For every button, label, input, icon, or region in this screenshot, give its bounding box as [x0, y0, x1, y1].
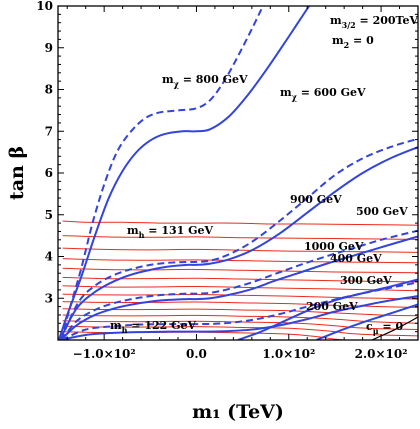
annotation-layer: m3/2 = 200TeV m2 = 0 mχ = 800 GeV mχ = 6… — [110, 14, 418, 336]
label-400: 400 GeV — [330, 252, 382, 265]
y-tick-label-1: 4 — [45, 250, 53, 264]
tick-layer: −1.0×10² 0.0 1.0×10² 2.0×10² 3 4 5 6 7 8 9 10 — [36, 0, 419, 361]
y-tick-label-2: 5 — [45, 208, 53, 222]
chargino-contour-7 — [316, 303, 418, 340]
label-200: 200 GeV — [306, 300, 358, 313]
y-tick-label-6: 9 — [45, 41, 53, 55]
annotation-m2: m2 = 0 — [332, 34, 374, 50]
x-tick-label-3: 2.0×10² — [355, 347, 408, 361]
x-tick-label-0: −1.0×10² — [73, 347, 136, 361]
y-tick-label-4: 7 — [45, 124, 53, 138]
y-tick-label-0: 3 — [45, 291, 53, 305]
y-tick-label-3: 6 — [45, 166, 53, 180]
higgs-mass-contour-3 — [62, 258, 418, 264]
label-300: 300 GeV — [340, 274, 392, 287]
chargino-contour-4 — [60, 235, 418, 340]
chargino-contour-8 — [60, 295, 418, 340]
chargino-contour-6 — [237, 278, 418, 340]
label-1000: 1000 GeV — [304, 240, 364, 253]
label-mh-122: mh = 122 GeV — [110, 319, 197, 335]
chargino-contour-0 — [58, 6, 310, 340]
x-tick-label-1: 0.0 — [186, 347, 207, 361]
higgs-mass-contour-10 — [62, 314, 418, 324]
higgs-mass-contour-1 — [62, 235, 418, 240]
label-mchi-600: mχ = 600 GeV — [280, 86, 366, 102]
chargino-contour-2 — [58, 146, 418, 340]
higgs-mass-contour-7 — [62, 293, 418, 300]
label-500: 500 GeV — [356, 205, 408, 218]
x-axis-title: m₁ (TeV) — [192, 401, 284, 423]
x-tick-label-2: 1.0×10² — [262, 347, 315, 361]
label-cmu-zero: cμ = 0 — [366, 320, 403, 336]
y-axis-title: tan β — [6, 146, 28, 200]
y-tick-label-7: 10 — [36, 0, 53, 13]
contour-layer — [58, 6, 418, 340]
label-mh-131: mh = 131 GeV — [127, 224, 214, 240]
higgs-mass-contour-4 — [62, 267, 418, 274]
chargino-contour-1 — [60, 6, 264, 340]
mu-zero-contour — [371, 316, 418, 340]
chargino-contour-9 — [61, 281, 418, 340]
chargino-contour-3 — [59, 137, 418, 340]
higgs-mass-contour-9 — [62, 308, 418, 317]
label-900: 900 GeV — [290, 193, 342, 206]
higgs-mass-contour-0 — [62, 220, 418, 226]
higgs-mass-contour-11 — [62, 320, 418, 331]
label-mchi-800: mχ = 800 GeV — [162, 73, 248, 89]
higgs-mass-contour-6 — [62, 285, 418, 292]
y-tick-label-5: 8 — [45, 83, 53, 97]
chargino-contour-5 — [60, 229, 418, 340]
annotation-gravitino-mass: m3/2 = 200TeV — [330, 14, 418, 30]
